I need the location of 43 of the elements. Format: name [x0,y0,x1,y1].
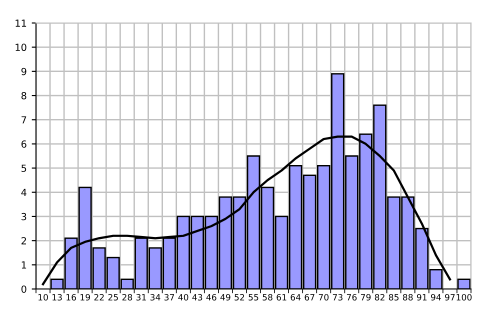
x-tick-label: 88 [402,294,413,301]
x-tick-label: 22 [94,294,104,300]
y-tick-label: 3 [22,212,26,220]
x-tick-label: 64 [290,294,301,301]
x-tick-label: 40 [178,294,188,301]
x-tick-label: 73 [332,294,342,301]
y-tick-label: 10 [16,44,26,52]
y-tick-label: 0 [21,285,26,293]
y-tick-label: 1 [22,261,26,269]
x-tick-label: 49 [220,294,230,301]
y-tick-label: 9 [21,68,26,76]
x-tick-label: 58 [262,294,272,301]
y-tick-label: 6 [21,140,26,148]
y-tick-label: 7 [22,116,26,124]
x-tick-label: 85 [388,294,399,301]
x-tick-label: 55 [248,294,258,301]
y-tick-label: 4 [21,188,26,196]
x-tick-label: 25 [108,294,118,301]
x-tick-label: 10 [38,294,48,301]
x-tick-label: 43 [192,294,202,301]
x-tick-label: 31 [136,294,146,301]
x-tick-label: 67 [304,294,314,301]
y-tick-label: 11 [16,20,26,27]
x-tick-label: 70 [318,294,329,301]
x-tick-label: 46 [206,294,216,301]
x-tick-label: 52 [234,294,244,301]
x-tick-label: 61 [276,294,286,301]
x-tick-label: 19 [80,294,90,301]
x-tick-label: 94 [430,294,441,301]
x-tick-label: 16 [66,294,76,301]
x-tick-label: 100 [456,294,472,301]
y-tick-label: 5 [22,164,26,172]
x-tick-label: 76 [346,294,357,301]
x-tick-label: 34 [150,294,160,301]
x-tick-label: 37 [164,294,174,301]
y-tick-label: 8 [21,92,26,100]
x-tick-label: 79 [360,294,371,301]
y-tick-label: 2 [22,237,26,244]
x-tick-label: 91 [416,294,427,301]
x-tick-label: 82 [374,294,384,301]
x-tick-label: 97 [445,294,455,301]
x-tick-label: 13 [52,294,62,301]
x-tick-label: 28 [122,294,132,301]
